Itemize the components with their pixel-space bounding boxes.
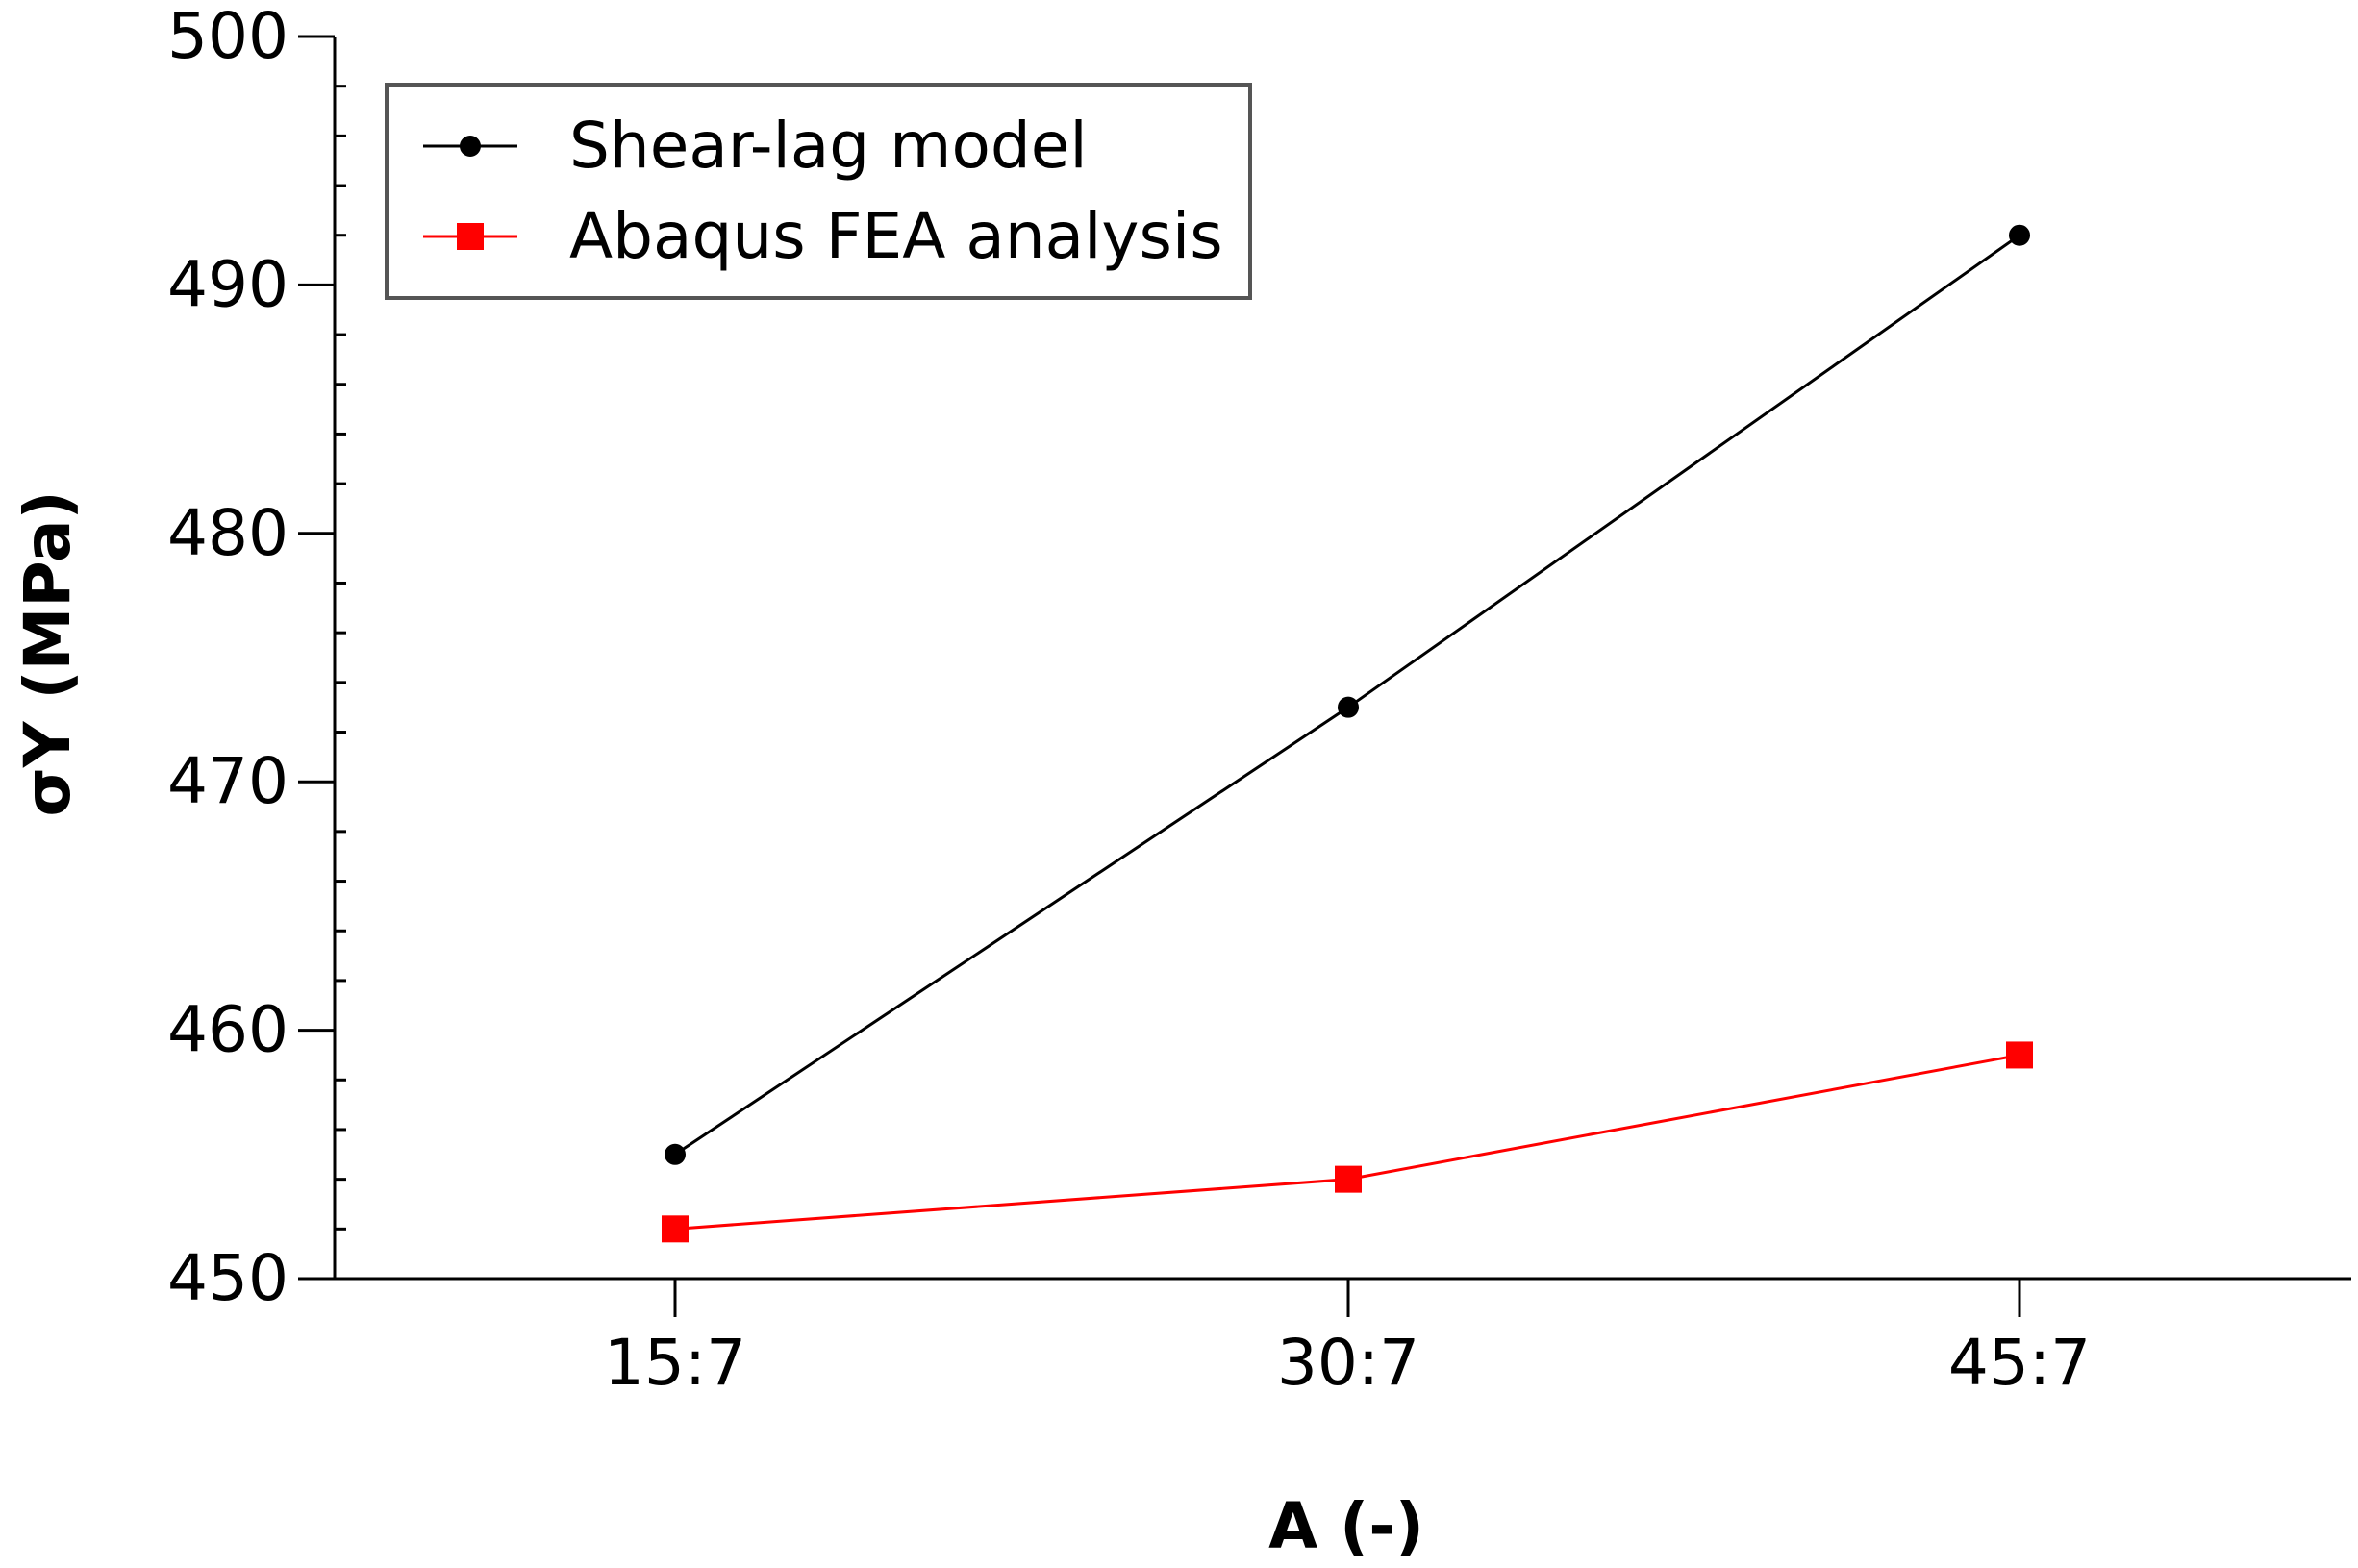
y-tick-label: 500 [167, 0, 288, 73]
legend: Shear-lag model Abaqus FEA analysis [385, 83, 1252, 300]
series-line [674, 1053, 2020, 1231]
x-axis-ticks: 15:7 30:7 45:7 [604, 1279, 2091, 1400]
y-tick-label: 450 [167, 1241, 288, 1315]
series-2 [662, 1041, 2033, 1243]
legend-item: Abaqus FEA analysis [423, 199, 1223, 273]
x-tick-label: 15:7 [604, 1326, 746, 1400]
data-point [1335, 1165, 1362, 1193]
legend-item: Shear-lag model [423, 109, 1088, 183]
data-point [2006, 1041, 2033, 1069]
series-layer [662, 224, 2033, 1243]
y-axis-ticks: 450 460 470 480 490 500 [167, 0, 346, 1315]
data-point [662, 1215, 689, 1243]
y-tick-label: 480 [167, 496, 288, 570]
legend-label: Shear-lag model [569, 109, 1088, 183]
legend-marker [457, 223, 484, 250]
legend-label: Abaqus FEA analysis [569, 199, 1223, 273]
x-axis-label: A (-) [1268, 1489, 1424, 1563]
series-line [674, 234, 2020, 1157]
y-axis-label: σY (MPa) [11, 490, 85, 816]
axes [333, 37, 2351, 1281]
legend-box [385, 83, 1252, 300]
series-1 [665, 224, 2030, 1165]
y-tick-label: 460 [167, 993, 288, 1067]
data-point [2009, 224, 2030, 246]
x-tick-label: 30:7 [1277, 1326, 1419, 1400]
x-tick-label: 45:7 [1948, 1326, 2091, 1400]
y-tick-label: 490 [167, 247, 288, 321]
legend-marker [460, 136, 481, 157]
y-tick-label: 470 [167, 744, 288, 818]
data-point [1338, 696, 1359, 718]
data-point [665, 1143, 686, 1165]
